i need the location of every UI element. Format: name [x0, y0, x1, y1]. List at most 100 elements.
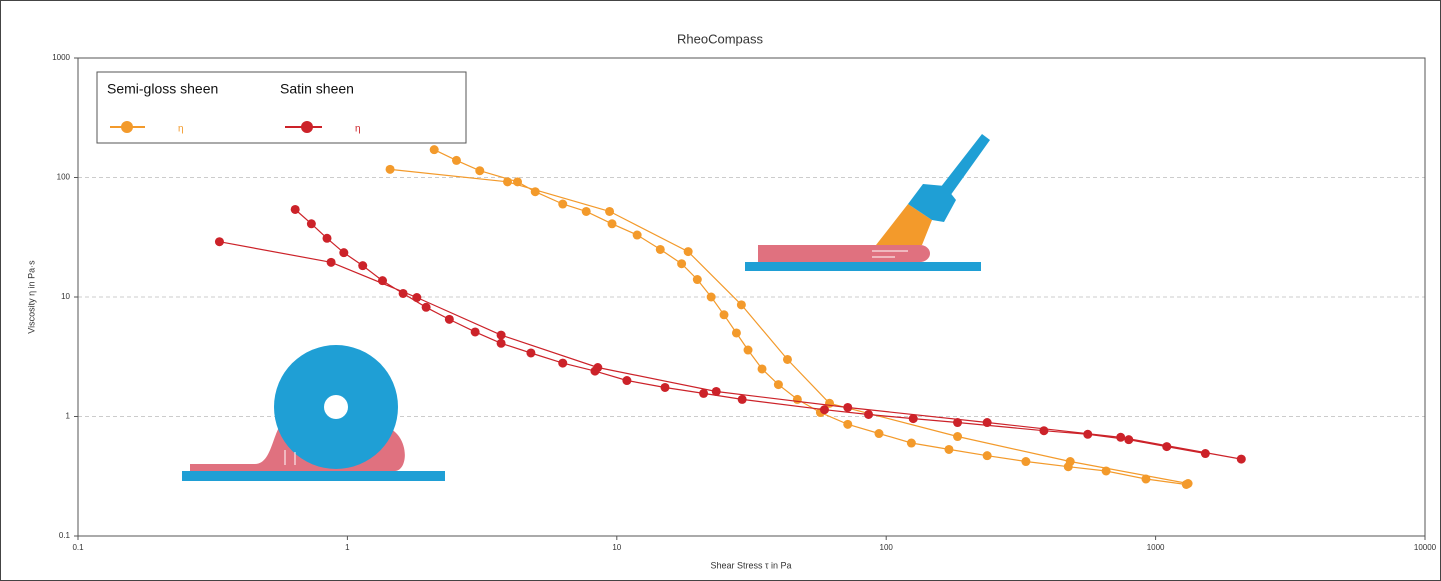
data-point [526, 348, 536, 358]
data-point [326, 257, 336, 267]
data-point [1181, 479, 1191, 489]
legend-label: η [178, 124, 184, 135]
data-point [475, 166, 485, 176]
brush-bristles [876, 204, 932, 245]
data-point [444, 314, 454, 324]
data-point [429, 145, 439, 155]
data-point [906, 438, 916, 448]
data-point [1039, 426, 1049, 436]
data-point [290, 204, 300, 214]
data-point [1083, 429, 1093, 439]
data-point [843, 402, 853, 412]
data-point [944, 444, 954, 454]
data-point [711, 386, 721, 396]
data-point [843, 419, 853, 429]
x-tick-label: 1000 [1147, 543, 1165, 552]
data-point [605, 206, 615, 216]
legend-title: Satin sheen [280, 81, 354, 97]
data-point [982, 418, 992, 428]
data-point [731, 328, 741, 338]
data-point [451, 155, 461, 165]
data-point [496, 330, 506, 340]
data-point [607, 219, 617, 229]
data-point [214, 237, 224, 247]
data-point [677, 259, 687, 269]
paint [758, 245, 930, 262]
x-tick-label: 100 [880, 543, 894, 552]
data-point [819, 405, 829, 415]
data-point [622, 376, 632, 386]
data-point [632, 230, 642, 240]
data-point [1063, 462, 1073, 472]
data-point [590, 366, 600, 376]
y-axis-label: Viscosity η in Pa·s [26, 260, 36, 334]
data-point [692, 275, 702, 285]
y-tick-label: 0.1 [59, 531, 71, 540]
data-point [953, 432, 963, 442]
data-point [378, 276, 388, 286]
data-point [530, 187, 540, 197]
data-point [1116, 432, 1126, 442]
data-point [322, 233, 332, 243]
data-point [782, 354, 792, 364]
data-point [1124, 435, 1134, 445]
data-point [660, 382, 670, 392]
data-point [773, 380, 783, 390]
y-tick-label: 10 [61, 292, 70, 301]
data-point [1141, 474, 1151, 484]
legend: Semi-gloss sheen Satin sheen η η [96, 71, 467, 144]
data-point [874, 429, 884, 439]
legend-box [96, 71, 467, 144]
data-point [421, 302, 431, 312]
x-tick-label: 1 [345, 543, 350, 552]
data-point [908, 414, 918, 424]
data-point [558, 358, 568, 368]
x-tick-label: 10000 [1414, 543, 1437, 552]
data-point [719, 310, 729, 320]
data-point [470, 327, 480, 337]
data-point [1101, 466, 1111, 476]
surface [745, 262, 981, 271]
legend-title: Semi-gloss sheen [107, 81, 218, 97]
y-tick-label: 1000 [52, 53, 70, 62]
roller-hole [324, 395, 348, 419]
x-tick-label: 10 [612, 543, 621, 552]
data-point [792, 394, 802, 404]
data-point [699, 388, 709, 398]
data-point [398, 288, 408, 298]
data-point [982, 451, 992, 461]
illustrations [182, 134, 990, 481]
data-point [339, 248, 349, 258]
x-axis-label: Shear Stress τ in Pa [710, 560, 791, 570]
data-point [737, 394, 747, 404]
data-point [655, 244, 665, 254]
data-point [1236, 454, 1246, 464]
chart-title: RheoCompass [677, 31, 763, 46]
series-line [390, 149, 1189, 486]
brush-ferrule [908, 184, 956, 222]
data-point [385, 164, 395, 174]
brush-handle [940, 134, 990, 196]
data-point [706, 292, 716, 302]
surface [182, 471, 445, 481]
data-point [558, 199, 568, 209]
y-tick-label: 1 [66, 412, 71, 421]
data-point [306, 219, 316, 229]
legend-marker [301, 121, 313, 133]
data-point [757, 364, 767, 374]
data-point [581, 206, 591, 216]
data-point [1021, 457, 1031, 467]
legend-marker [121, 121, 133, 133]
data-point [743, 345, 753, 355]
data-point [496, 338, 506, 348]
legend-label: η [355, 124, 361, 135]
data-point [503, 177, 513, 187]
data-point [864, 409, 874, 419]
data-point [953, 418, 963, 428]
data-point [683, 247, 693, 257]
y-tick-label: 100 [57, 173, 71, 182]
data-point [513, 177, 523, 187]
data-point [358, 261, 368, 271]
x-tick-label: 0.1 [72, 543, 84, 552]
